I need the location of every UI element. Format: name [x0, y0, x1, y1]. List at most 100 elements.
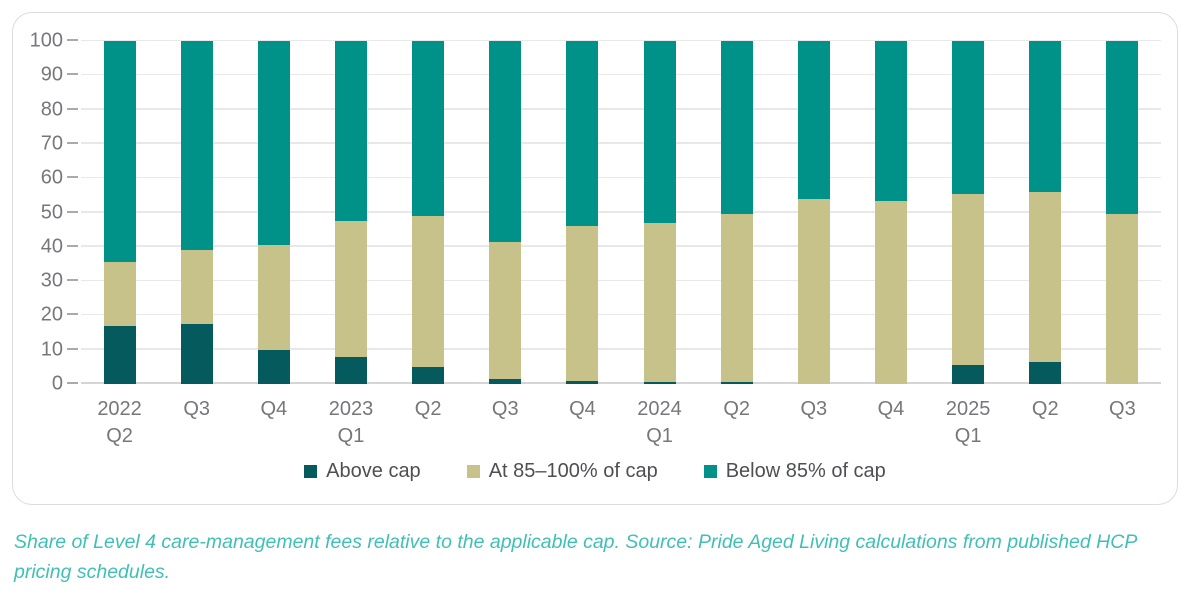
legend-item: At 85–100% of cap	[466, 460, 658, 483]
x-tick-label-line: Q1	[954, 425, 982, 447]
segment-below-85-of-cap	[103, 41, 136, 263]
segment-at-85-100-of-cap	[720, 214, 753, 383]
segment-at-85-100-of-cap	[566, 226, 599, 381]
gridline	[81, 245, 1161, 247]
bar-slot	[1007, 41, 1084, 384]
segment-above-cap	[643, 382, 676, 384]
x-tick-label-line: Q3	[800, 398, 828, 420]
x-tick-label-line: Q2	[106, 425, 133, 447]
legend-label: Below 85% of cap	[725, 460, 886, 482]
gridline	[81, 348, 1161, 350]
x-tick-label: 2024 Q1	[621, 396, 698, 450]
y-tick-label: 90	[40, 63, 63, 86]
stacked-bar	[1029, 41, 1062, 384]
segment-at-85-100-of-cap	[797, 198, 830, 384]
x-tick-label-line: Q3	[1109, 398, 1136, 420]
x-tick-label: Q3	[467, 396, 544, 450]
bar-slot	[930, 41, 1007, 384]
bar-slot	[81, 41, 158, 384]
segment-below-85-of-cap	[1029, 41, 1062, 192]
stacked-bar	[720, 41, 753, 384]
x-tick-label-line: Q3	[491, 398, 519, 420]
stacked-bar	[180, 41, 213, 384]
segment-above-cap	[103, 325, 136, 384]
segment-above-cap	[1029, 361, 1062, 384]
segment-below-85-of-cap	[412, 41, 445, 216]
stacked-bar	[874, 41, 907, 384]
bar-slot	[775, 41, 852, 384]
segment-below-85-of-cap	[874, 41, 907, 201]
segment-at-85-100-of-cap	[1029, 191, 1062, 362]
segment-below-85-of-cap	[643, 41, 676, 223]
legend: Above cap At 85–100% of cap Below 85% of c…	[13, 460, 1177, 483]
x-tick-label: Q4	[235, 396, 312, 450]
segment-above-cap	[334, 356, 367, 384]
y-tick	[67, 73, 78, 76]
segment-at-85-100-of-cap	[334, 221, 367, 357]
segment-below-85-of-cap	[1106, 41, 1139, 215]
y-tick-label: 0	[51, 372, 63, 395]
segment-at-85-100-of-cap	[180, 250, 213, 324]
x-axis-line	[81, 382, 1161, 384]
segment-at-85-100-of-cap	[1106, 214, 1139, 384]
stacked-bar	[334, 41, 367, 384]
y-tick	[67, 39, 78, 41]
bar-slot	[1084, 41, 1161, 384]
segment-above-cap	[720, 382, 753, 384]
x-tick-label: Q3	[158, 396, 235, 450]
y-tick-label: 20	[40, 303, 63, 326]
x-tick-label: Q2	[698, 396, 775, 450]
bar-slot	[852, 41, 929, 384]
segment-below-85-of-cap	[257, 41, 290, 246]
bar-slot	[621, 41, 698, 384]
segment-above-cap	[257, 349, 290, 384]
segment-above-cap	[566, 380, 599, 384]
segment-below-85-of-cap	[797, 41, 830, 199]
x-tick-label: Q4	[544, 396, 621, 450]
x-tick-label-line: Q1	[337, 425, 365, 447]
segment-at-85-100-of-cap	[952, 193, 985, 366]
bar-slot	[698, 41, 775, 384]
y-tick	[67, 347, 78, 350]
y-tick-label: 100	[29, 29, 63, 52]
x-tick-label: Q4	[852, 396, 929, 450]
x-tick-label: Q2	[390, 396, 467, 450]
x-tick-label-line: Q2	[1031, 398, 1059, 420]
caption: Share of Level 4 care-management fees re…	[14, 531, 1137, 583]
segment-below-85-of-cap	[566, 41, 599, 227]
x-tick-label-line: 2022	[97, 398, 142, 420]
x-tick-label-line: Q2	[414, 398, 442, 420]
y-tick	[67, 210, 78, 213]
gridline	[81, 176, 1161, 179]
x-tick-label: Q3	[1084, 396, 1161, 450]
legend-item: Above cap	[304, 460, 421, 483]
segment-above-cap	[180, 323, 213, 384]
legend-swatch	[703, 465, 717, 478]
y-tick-label: 50	[40, 201, 63, 223]
legend-label: At 85–100% of cap	[488, 460, 658, 482]
stacked-bar	[643, 41, 676, 384]
x-tick-label: 2022 Q2	[81, 396, 158, 450]
stacked-bar	[952, 41, 985, 384]
segment-above-cap	[952, 365, 985, 384]
stacked-bar	[1106, 41, 1139, 384]
x-tick-label-line: Q3	[183, 398, 211, 420]
segment-at-85-100-of-cap	[874, 200, 907, 384]
x-tick-label-line: Q4	[569, 398, 596, 420]
y-tick-label: 10	[40, 338, 63, 361]
bar-slot	[467, 41, 544, 384]
segment-at-85-100-of-cap	[412, 215, 445, 367]
segment-at-85-100-of-cap	[489, 241, 522, 379]
x-tick-label-line: 2023	[328, 398, 374, 420]
y-tick-label: 30	[40, 269, 63, 292]
y-tick	[67, 313, 78, 316]
y-tick-label: 70	[40, 132, 63, 155]
gridline	[81, 313, 1161, 316]
segment-at-85-100-of-cap	[103, 262, 136, 326]
y-tick	[67, 107, 78, 110]
x-tick-label: 2023 Q1	[312, 396, 389, 450]
y-tick	[67, 141, 78, 144]
stacked-bar	[412, 41, 445, 384]
x-tick-label: 2025 Q1	[930, 396, 1007, 450]
